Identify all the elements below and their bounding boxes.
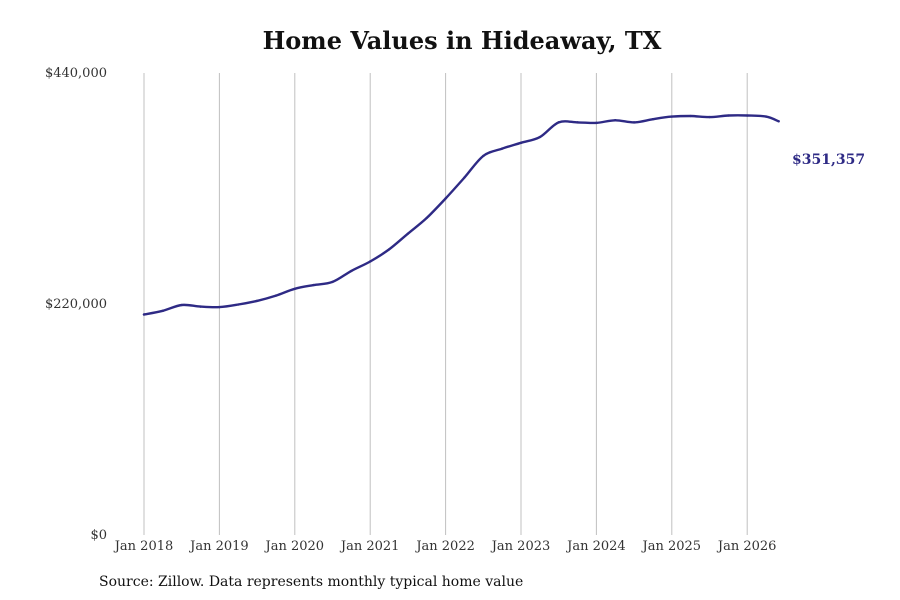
x-axis-tick-labels: Jan 2018 Jan 2019 Jan 2020 Jan 2021 Jan 2022… [113,539,777,554]
x-tick-label: Jan 2023 [490,539,551,554]
data-point [312,283,315,287]
x-tick-label: Jan 2022 [414,539,475,554]
data-point [142,313,146,316]
data-point [369,260,372,263]
x-tick-label: Jan 2020 [264,539,325,554]
data-point [764,115,768,118]
data-point [406,232,410,235]
x-tick-label: Jan 2019 [188,539,249,554]
data-point [651,118,655,121]
data-point [689,114,692,118]
data-point [538,135,542,139]
data-point [350,269,353,273]
data-point [463,176,466,179]
data-point [708,115,711,119]
source-note: Source: Zillow. Data represents monthly … [99,574,524,590]
data-point [425,216,428,220]
data-point [180,303,183,307]
data-point [777,120,780,123]
gridlines [143,73,748,535]
data-point [614,119,617,122]
y-tick-label: $0 [90,528,107,543]
x-tick-label: Jan 2024 [565,539,626,554]
data-point [670,115,673,118]
data-point [274,294,278,297]
data-point [482,154,485,158]
data-point [500,147,504,150]
x-tick-label: Jan 2021 [339,539,400,554]
y-tick-label: $220,000 [45,297,107,312]
data-point [576,121,579,124]
y-tick-label: $440,000 [45,66,107,81]
chart-title: Home Values in Hideaway, TX [262,26,662,55]
data-point [293,287,296,290]
data-point [519,141,523,145]
x-tick-label: Jan 2026 [716,539,777,554]
y-axis-tick-labels: $0 $220,000 $440,000 [45,66,107,543]
x-tick-label: Jan 2018 [113,539,174,554]
data-point [444,197,447,200]
data-point [727,114,730,117]
data-point [387,248,391,251]
end-value-label: $351,357 [792,152,865,168]
data-point [557,121,560,124]
data-point [632,121,636,124]
data-point [255,299,259,303]
data-point [161,309,165,313]
data-point [199,305,202,308]
data-point [331,280,334,284]
data-point [746,114,749,117]
data-point [237,303,240,306]
data-point [595,121,598,125]
x-tick-label: Jan 2025 [641,539,702,554]
data-point [218,305,221,309]
series-line [142,114,780,316]
series-layer [142,114,780,316]
